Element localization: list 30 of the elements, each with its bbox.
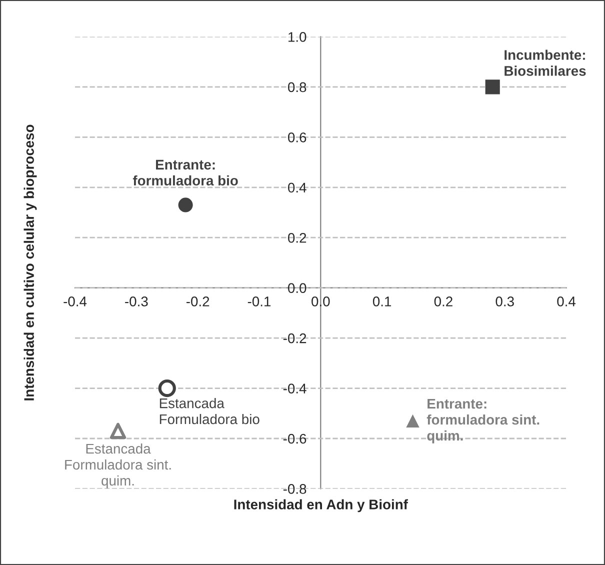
- y-tick-label: -0.6: [283, 434, 306, 444]
- text: Estancada Formuladora sint. quim.: [65, 443, 171, 488]
- x-tick-label: 0.1: [372, 296, 392, 306]
- x-axis-title: Intensidad en Adn y Bioinf: [234, 499, 408, 512]
- x-tick-label: -0.4: [64, 296, 87, 306]
- x-tick-label: -0.2: [186, 296, 210, 306]
- y-tick-label: -0.8: [283, 484, 306, 494]
- y-axis-title: Intensidad en cultivo celular y bioproceso: [24, 124, 37, 400]
- x-tick-label: 0.3: [496, 296, 514, 306]
- x-tick-label: 0.2: [434, 296, 452, 306]
- y-tick-label: 0.6: [288, 132, 306, 142]
- series-label: Entrante: formuladora sint. quim.: [426, 398, 540, 444]
- x-tick-label: -0.3: [125, 296, 148, 306]
- series-label: Entrante: formuladora bio: [132, 160, 238, 186]
- point: [406, 414, 420, 428]
- series-label: Incumbente: Biosimilares: [504, 50, 586, 76]
- series-label: Estancada Formuladora bio: [160, 398, 260, 424]
- y-tick-label: 1.0: [288, 32, 306, 42]
- point: [110, 422, 126, 440]
- x-tick-label: 0.4: [557, 296, 576, 306]
- point: [485, 80, 500, 94]
- y-tick-label: 0.2: [288, 232, 306, 243]
- y-tick-label: -0.2: [283, 333, 306, 344]
- y-tick-label: 0.4: [288, 182, 306, 193]
- y-tick-label: 0.8: [288, 82, 306, 92]
- x-tick-label: -0.1: [248, 296, 271, 306]
- y-tick-label: -0.4: [283, 384, 306, 394]
- point: [178, 198, 193, 212]
- y-tick-label: 0.0: [288, 283, 306, 294]
- point: [158, 379, 176, 398]
